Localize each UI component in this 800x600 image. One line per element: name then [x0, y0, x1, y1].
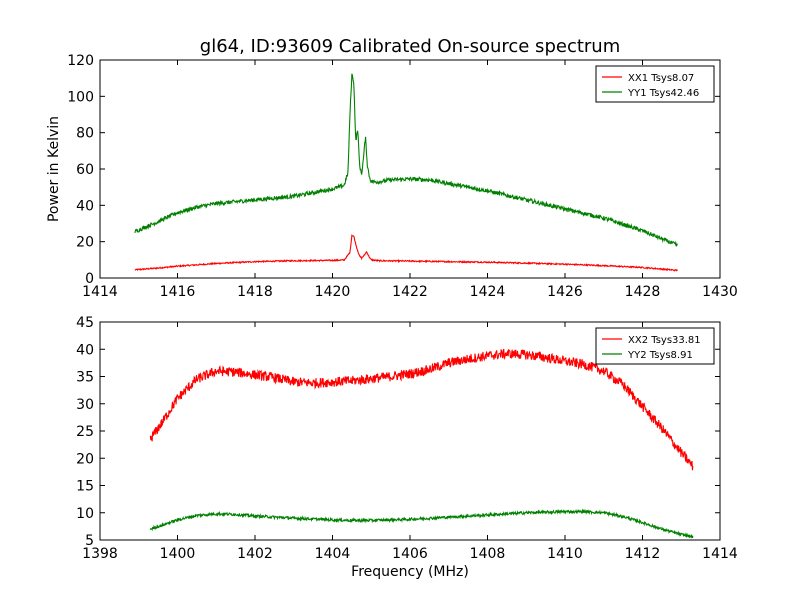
x-tick-label: 1414 [702, 546, 738, 562]
x-tick-label: 1412 [625, 546, 661, 562]
top-plot: 1414 1416 1418 1420 1422 1424 1426 1428 1430 0 20 4… [46, 53, 738, 300]
legend-entry: XX2 Tsys33.81 [628, 335, 701, 346]
y-tick-label: 15 [76, 479, 94, 495]
legend-entry: YY2 Tsys8.91 [627, 350, 693, 361]
x-tick-label: 1422 [392, 284, 428, 300]
series-line-2 [134, 73, 678, 247]
y-tick-label: 45 [76, 315, 94, 331]
series-line-1 [134, 234, 678, 272]
x-tick-label: 1410 [547, 546, 583, 562]
x-tick-label: 1408 [470, 546, 506, 562]
y-tick-label: 35 [76, 370, 94, 386]
y-tick-label: 20 [76, 235, 94, 251]
y-tick-label: 25 [76, 424, 94, 440]
x-tick-label: 1400 [160, 546, 196, 562]
y-tick-label: 10 [76, 506, 94, 522]
chart-title: gl64, ID:93609 Calibrated On-source spec… [200, 36, 620, 57]
x-axis-label: Frequency (MHz) [351, 564, 469, 580]
y-tick-label: 40 [76, 342, 94, 358]
y-tick-label: 80 [76, 126, 94, 142]
y-tick-label: 0 [85, 271, 94, 287]
legend-entry: XX1 Tsys8.07 [628, 73, 694, 84]
legend-box [595, 65, 715, 103]
x-tick-label: 1402 [237, 546, 273, 562]
x-tick-label: 1426 [547, 284, 583, 300]
y-tick-label: 120 [67, 53, 94, 69]
x-tick-label: 1406 [392, 546, 428, 562]
x-tick-label: 1424 [470, 284, 506, 300]
x-tick-label: 1428 [625, 284, 661, 300]
y-tick-label: 30 [76, 397, 94, 413]
legend-box [595, 327, 715, 365]
x-tick-label: 1404 [315, 546, 351, 562]
legend: XX1 Tsys8.07 YY1 Tsys42.46 [595, 65, 715, 103]
legend-entry: YY1 Tsys42.46 [627, 88, 699, 99]
legend: XX2 Tsys33.81 YY2 Tsys8.91 [595, 327, 715, 365]
x-tick-label: 1416 [160, 284, 196, 300]
y-tick-label: 5 [85, 533, 94, 549]
y-tick-label: 60 [76, 162, 94, 178]
y-tick-label: 100 [67, 89, 94, 105]
series-line-2 [149, 508, 694, 539]
x-tick-label: 1414 [82, 284, 118, 300]
x-tick-label: 1420 [315, 284, 351, 300]
y-tick-label: 40 [76, 198, 94, 214]
y-tick-label: 20 [76, 451, 94, 467]
x-tick-label: 1398 [82, 546, 118, 562]
series-line-1 [149, 348, 694, 471]
bottom-plot: 1398 1400 1402 1404 1406 1408 1410 1412 1414 5 10 1… [76, 315, 738, 580]
y-axis-label: Power in Kelvin [46, 116, 62, 222]
x-tick-label: 1418 [237, 284, 273, 300]
x-tick-label: 1430 [702, 284, 738, 300]
